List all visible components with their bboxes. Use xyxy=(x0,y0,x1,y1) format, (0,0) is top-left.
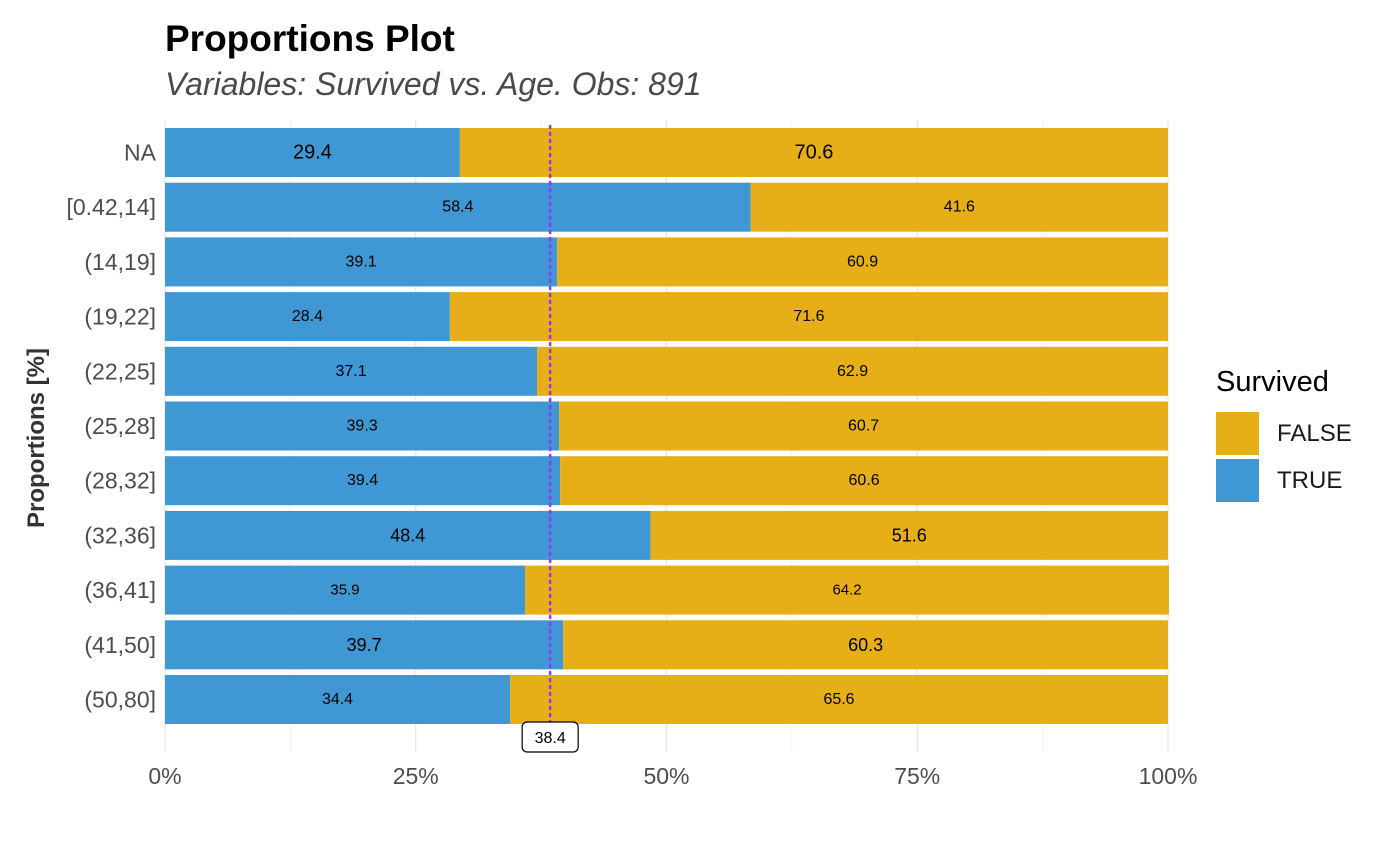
x-tick-label: 100% xyxy=(1139,763,1198,789)
x-axis: 0% 25% 50% 75% 100% xyxy=(148,763,1197,789)
bar-false xyxy=(560,456,1168,506)
y-axis: NA [0.42,14] (14,19] (19,22] (22,25] (25,28] (… xyxy=(66,140,156,713)
data-label-true: 37.1 xyxy=(335,363,366,380)
bar-false xyxy=(559,401,1168,451)
bar-false xyxy=(510,675,1169,724)
data-label-false: 62.9 xyxy=(837,363,868,380)
legend: Survived FALSE TRUE xyxy=(1216,366,1352,506)
bar-true xyxy=(165,675,511,724)
data-label-true: 39.3 xyxy=(347,418,378,435)
legend-title: Survived xyxy=(1216,366,1329,398)
reference-line-group: 38.4 xyxy=(521,124,579,753)
data-label-true: 29.4 xyxy=(293,142,332,164)
data-label-true: 48.4 xyxy=(390,525,425,545)
data-label-true: 39.1 xyxy=(346,253,377,270)
bar-true xyxy=(165,346,538,396)
bar-true xyxy=(165,182,751,232)
data-label-false: 71.6 xyxy=(793,308,824,325)
data-label-false: 70.6 xyxy=(794,142,833,164)
data-label-true: 28.4 xyxy=(292,308,323,325)
data-label-true: 34.4 xyxy=(322,691,353,708)
data-label-false: 51.6 xyxy=(892,525,927,545)
bar-true xyxy=(165,565,526,615)
data-label-false: 60.7 xyxy=(848,418,879,435)
y-tick-label: (32,36] xyxy=(84,522,156,548)
x-tick-label: 25% xyxy=(393,763,439,789)
data-label-false: 41.6 xyxy=(944,199,975,216)
chart-subtitle: Variables: Survived vs. Age. Obs: 891 xyxy=(165,66,702,102)
chart-title: Proportions Plot xyxy=(165,18,455,59)
y-tick-label: (50,80] xyxy=(84,687,156,713)
legend-swatch-false xyxy=(1216,412,1259,455)
reference-label: 38.4 xyxy=(535,730,566,747)
bar-false xyxy=(563,620,1168,670)
y-tick-label: (14,19] xyxy=(84,249,156,275)
bar-true xyxy=(165,510,651,560)
y-tick-label: (41,50] xyxy=(84,632,156,658)
data-label-true: 35.9 xyxy=(330,582,359,599)
bar-false xyxy=(537,346,1168,396)
bar-false xyxy=(449,292,1168,342)
bar-true xyxy=(165,292,450,342)
data-label-false: 60.3 xyxy=(848,635,883,655)
legend-label-false: FALSE xyxy=(1277,419,1352,447)
reference-label-box xyxy=(521,721,579,753)
legend-item-false: FALSE xyxy=(1216,412,1352,455)
bar-true xyxy=(165,456,561,506)
bars xyxy=(165,128,1170,724)
x-tick-label: 0% xyxy=(148,763,181,789)
y-tick-label: (22,25] xyxy=(84,358,156,384)
bar-true xyxy=(165,128,460,177)
data-label-false: 60.9 xyxy=(847,253,878,270)
y-tick-label: (25,28] xyxy=(84,413,156,439)
bar-true xyxy=(165,237,558,287)
x-tick-label: 50% xyxy=(643,763,689,789)
legend-label-true: TRUE xyxy=(1277,466,1343,494)
data-label-true: 58.4 xyxy=(442,199,473,216)
bar-false xyxy=(750,182,1168,232)
y-tick-label: (36,41] xyxy=(84,577,156,603)
x-tick-label: 75% xyxy=(894,763,940,789)
y-tick-label: NA xyxy=(124,140,157,166)
y-tick-label: [0.42,14] xyxy=(66,194,156,220)
y-tick-label: (19,22] xyxy=(84,304,156,330)
data-label-false: 60.6 xyxy=(849,472,880,489)
bar-false xyxy=(650,510,1168,560)
data-label-false: 65.6 xyxy=(823,691,854,708)
data-label-false: 64.2 xyxy=(832,582,861,599)
legend-swatch-true xyxy=(1216,459,1259,502)
y-axis-title: Proportions [%] xyxy=(23,348,50,528)
data-label-true: 39.7 xyxy=(347,635,382,655)
bar-true xyxy=(165,620,564,670)
bar-false xyxy=(459,128,1169,177)
bar-false xyxy=(557,237,1168,287)
data-label-true: 39.4 xyxy=(347,472,378,489)
legend-item-true: TRUE xyxy=(1216,459,1352,502)
data-labels: 29.4 70.6 58.4 41.6 39.1 60.9 28.4 71.6 37.1 62.9… xyxy=(292,142,975,709)
bar-false xyxy=(525,565,1170,615)
bar-true xyxy=(165,401,560,451)
y-tick-label: (28,32] xyxy=(84,468,156,494)
